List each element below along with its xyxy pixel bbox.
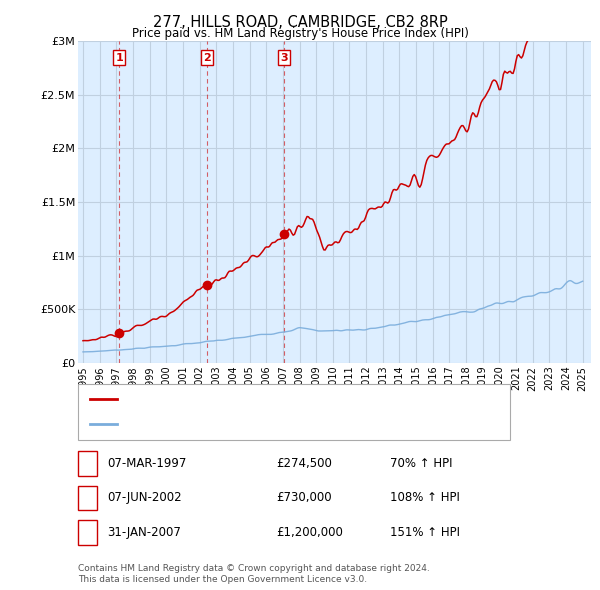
Text: Contains HM Land Registry data © Crown copyright and database right 2024.: Contains HM Land Registry data © Crown c…	[78, 565, 430, 573]
Text: 07-MAR-1997: 07-MAR-1997	[107, 457, 186, 470]
Text: £730,000: £730,000	[276, 491, 332, 504]
Text: £274,500: £274,500	[276, 457, 332, 470]
Text: 70% ↑ HPI: 70% ↑ HPI	[390, 457, 452, 470]
Text: 277, HILLS ROAD, CAMBRIDGE, CB2 8RP: 277, HILLS ROAD, CAMBRIDGE, CB2 8RP	[152, 15, 448, 30]
Text: 2: 2	[83, 491, 92, 504]
Text: 277, HILLS ROAD, CAMBRIDGE, CB2 8RP (detached house): 277, HILLS ROAD, CAMBRIDGE, CB2 8RP (det…	[123, 394, 428, 404]
Text: HPI: Average price, detached house, Cambridge: HPI: Average price, detached house, Camb…	[123, 419, 373, 429]
Text: 2: 2	[203, 53, 211, 63]
Text: 3: 3	[83, 526, 92, 539]
Text: 151% ↑ HPI: 151% ↑ HPI	[390, 526, 460, 539]
Text: 07-JUN-2002: 07-JUN-2002	[107, 491, 181, 504]
Text: 1: 1	[83, 457, 92, 470]
Text: Price paid vs. HM Land Registry's House Price Index (HPI): Price paid vs. HM Land Registry's House …	[131, 27, 469, 40]
Text: 3: 3	[280, 53, 288, 63]
Text: This data is licensed under the Open Government Licence v3.0.: This data is licensed under the Open Gov…	[78, 575, 367, 584]
Text: £1,200,000: £1,200,000	[276, 526, 343, 539]
Text: 31-JAN-2007: 31-JAN-2007	[107, 526, 181, 539]
Text: 108% ↑ HPI: 108% ↑ HPI	[390, 491, 460, 504]
Text: 1: 1	[115, 53, 123, 63]
